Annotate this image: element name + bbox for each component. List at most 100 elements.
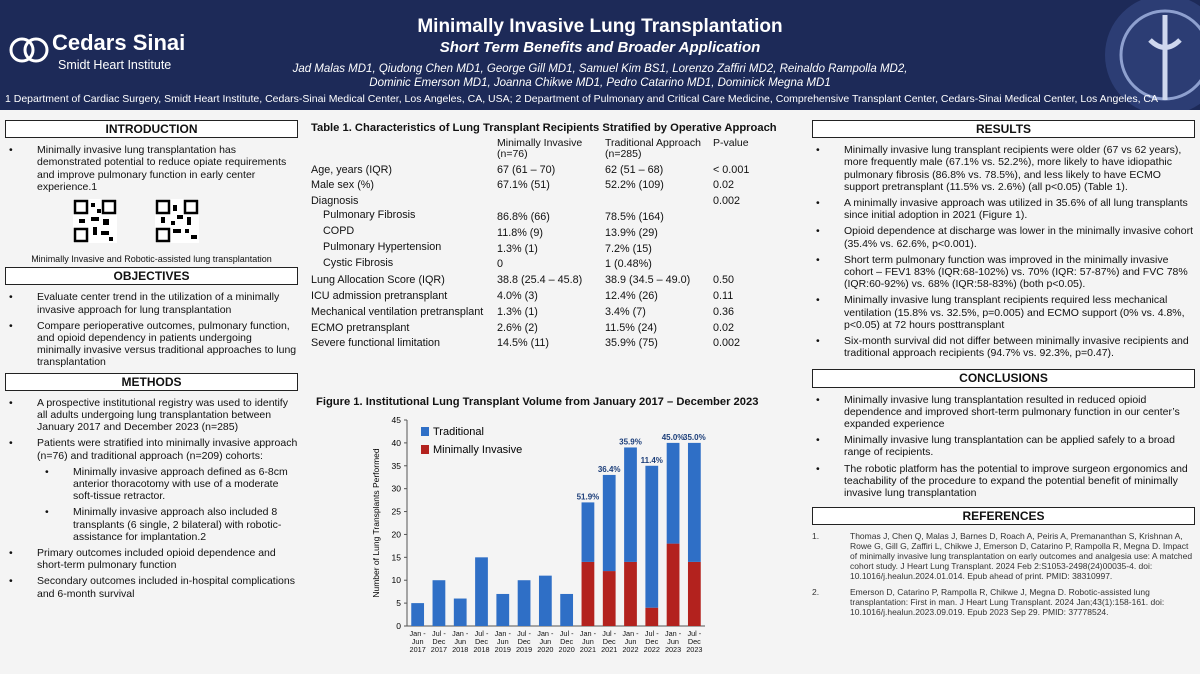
bullet: Six-month survival did not differ betwee… xyxy=(816,335,1195,359)
table-cell: 38.8 (25.4 – 45.8) xyxy=(497,274,583,287)
table-row: Diagnosis 0.002 xyxy=(309,193,771,209)
table-cell: Mechanical ventilation pretransplant xyxy=(311,305,484,318)
table-cell: 13.9% (29) xyxy=(605,226,658,239)
bullet: Primary outcomes included opioid depende… xyxy=(9,547,298,571)
qr-code xyxy=(73,199,117,244)
table-cell: 0.50 xyxy=(713,274,735,287)
table-cell xyxy=(495,193,603,209)
y-tick-label: 40 xyxy=(392,438,402,448)
y-tick-label: 15 xyxy=(392,552,402,562)
y-tick-label: 5 xyxy=(396,598,401,608)
table-row: ECMO pretransplant 2.6% (2) 11.5% (24) 0.02 xyxy=(309,320,771,336)
table-cell: Severe functional limitation xyxy=(311,337,441,350)
table-cell: Pulmonary Fibrosis xyxy=(323,209,416,222)
table-cell: Pulmonary Hypertension xyxy=(323,240,442,253)
share-label: 11.4% xyxy=(641,456,663,465)
table-header-cell: P-value xyxy=(713,137,749,149)
table-cell: 62 (51 – 68) xyxy=(605,163,664,176)
table-header-cell: Traditional Approach (n=285) xyxy=(605,137,701,160)
table-cell xyxy=(711,241,771,257)
bullet: Evaluate center trend in the utilization… xyxy=(9,291,298,315)
bullet: The robotic platform has the potential t… xyxy=(816,463,1195,500)
middle-column: Table 1. Characteristics of Lung Transpl… xyxy=(305,118,805,351)
table-header-row: Minimally Invasive (n=76) Traditional App… xyxy=(309,136,771,162)
table-cell: 0 xyxy=(497,258,504,271)
x-tick-label: Jul - Dec 2020 xyxy=(558,629,575,654)
sub-bullet: Minimally invasive approach defined as 6… xyxy=(45,466,298,503)
share-label: 36.4% xyxy=(598,465,621,474)
table-row: Male sex (%) 67.1% (51) 52.2% (109) 0.02 xyxy=(309,178,771,194)
bullet: Minimally invasive lung transplantation … xyxy=(9,144,298,193)
figure-title: Figure 1. Institutional Lung Transplant … xyxy=(316,396,759,408)
reference: 2. Emerson D, Catarino P, Rampolla R, Chi… xyxy=(812,587,1195,617)
table-cell: Cystic Fibrosis xyxy=(323,256,394,269)
table-cell: ECMO pretransplant xyxy=(311,321,410,334)
reference-text: Thomas J, Chen Q, Malas J, Barnes D, Roa… xyxy=(850,531,1193,582)
table-cell: 38.9 (34.5 – 49.0) xyxy=(605,274,691,287)
table-cell: 67 (61 – 70) xyxy=(497,163,556,176)
y-tick-label: 30 xyxy=(392,484,402,494)
table-cell: 35.9% (75) xyxy=(605,337,658,350)
bar xyxy=(432,580,446,626)
section-heading: OBJECTIVES xyxy=(5,267,298,286)
x-tick-label: Jul - Dec 2018 xyxy=(473,629,490,654)
table-cell xyxy=(603,193,711,209)
poster-title: Minimally Invasive Lung Transplantation xyxy=(417,16,783,37)
bullet: Compare perioperative outcomes, pulmonar… xyxy=(9,320,298,369)
reference-list: 1. Thomas J, Chen Q, Malas J, Barnes D, R… xyxy=(812,531,1195,617)
x-tick-label: Jan - Jun 2023 xyxy=(664,629,682,654)
bar xyxy=(411,603,425,626)
bar xyxy=(624,561,637,626)
x-tick-label: Jan - Jun 2018 xyxy=(452,629,469,654)
poster-subtitle: Short Term Benefits and Broader Applicat… xyxy=(439,39,761,56)
table-cell xyxy=(711,209,771,225)
table-row: Lung Allocation Score (IQR) 38.8 (25.4 – … xyxy=(309,272,771,288)
bar xyxy=(453,598,467,626)
table-row: Age, years (IQR) 67 (61 – 70) 62 (51 – 68)… xyxy=(309,162,771,178)
share-label: 45.0% xyxy=(662,433,685,442)
table-cell: 1 (0.48%) xyxy=(605,258,652,271)
table-cell: 12.4% (26) xyxy=(605,289,658,302)
table-cell: 86.8% (66) xyxy=(497,210,550,223)
x-tick-label: Jan - Jun 2020 xyxy=(537,629,554,654)
characteristics-table: Minimally Invasive (n=76) Traditional App… xyxy=(309,136,771,351)
table-cell: 2.6% (2) xyxy=(497,321,538,334)
y-tick-label: 35 xyxy=(392,461,402,471)
bar xyxy=(687,561,701,626)
y-tick-label: 25 xyxy=(392,507,402,517)
section-heading: CONCLUSIONS xyxy=(812,369,1195,388)
section-heading: METHODS xyxy=(5,372,298,391)
bullet: Minimally invasive lung transplant recip… xyxy=(816,294,1195,331)
bullet: A prospective institutional registry was… xyxy=(9,397,298,434)
bar xyxy=(666,442,680,544)
qr-codes xyxy=(5,199,298,249)
table-cell xyxy=(711,257,771,273)
legend-swatch xyxy=(421,427,429,436)
table-cell: Age, years (IQR) xyxy=(311,163,392,176)
table-header-cell xyxy=(309,136,495,162)
y-axis-label: Number of Lung Transplants Performed xyxy=(371,448,381,598)
bullet: Minimally invasive lung transplant recip… xyxy=(816,144,1195,193)
logo-icon xyxy=(9,37,49,63)
table-title: Table 1. Characteristics of Lung Transpl… xyxy=(311,122,777,134)
bar xyxy=(496,593,510,626)
table-cell: 14.5% (11) xyxy=(497,337,550,350)
affiliations: 1 Department of Cardiac Surgery, Smidt H… xyxy=(5,93,1159,105)
bar xyxy=(624,447,637,562)
table-header-cell: Minimally Invasive (n=76) xyxy=(497,137,583,160)
chart: 0 5 10 15 20 25 30 35 40 45 Number of Lung Transpl… xyxy=(355,410,710,674)
table-cell: 78.5% (164) xyxy=(605,210,664,223)
bar xyxy=(602,571,616,626)
table-cell: 67.1% (51) xyxy=(497,179,550,192)
section-heading: INTRODUCTION xyxy=(5,120,298,139)
bar xyxy=(475,557,488,626)
table-cell: 11.8% (9) xyxy=(497,226,544,239)
table-cell: 0.11 xyxy=(713,289,734,302)
table-cell: COPD xyxy=(323,224,355,237)
table-cell: 52.2% (109) xyxy=(605,179,664,192)
bullet-list: Evaluate center trend in the utilization… xyxy=(5,291,298,368)
section-heading: REFERENCES xyxy=(812,507,1195,526)
bar xyxy=(517,580,531,626)
bullet: Patients were stratified into minimally … xyxy=(9,437,298,461)
